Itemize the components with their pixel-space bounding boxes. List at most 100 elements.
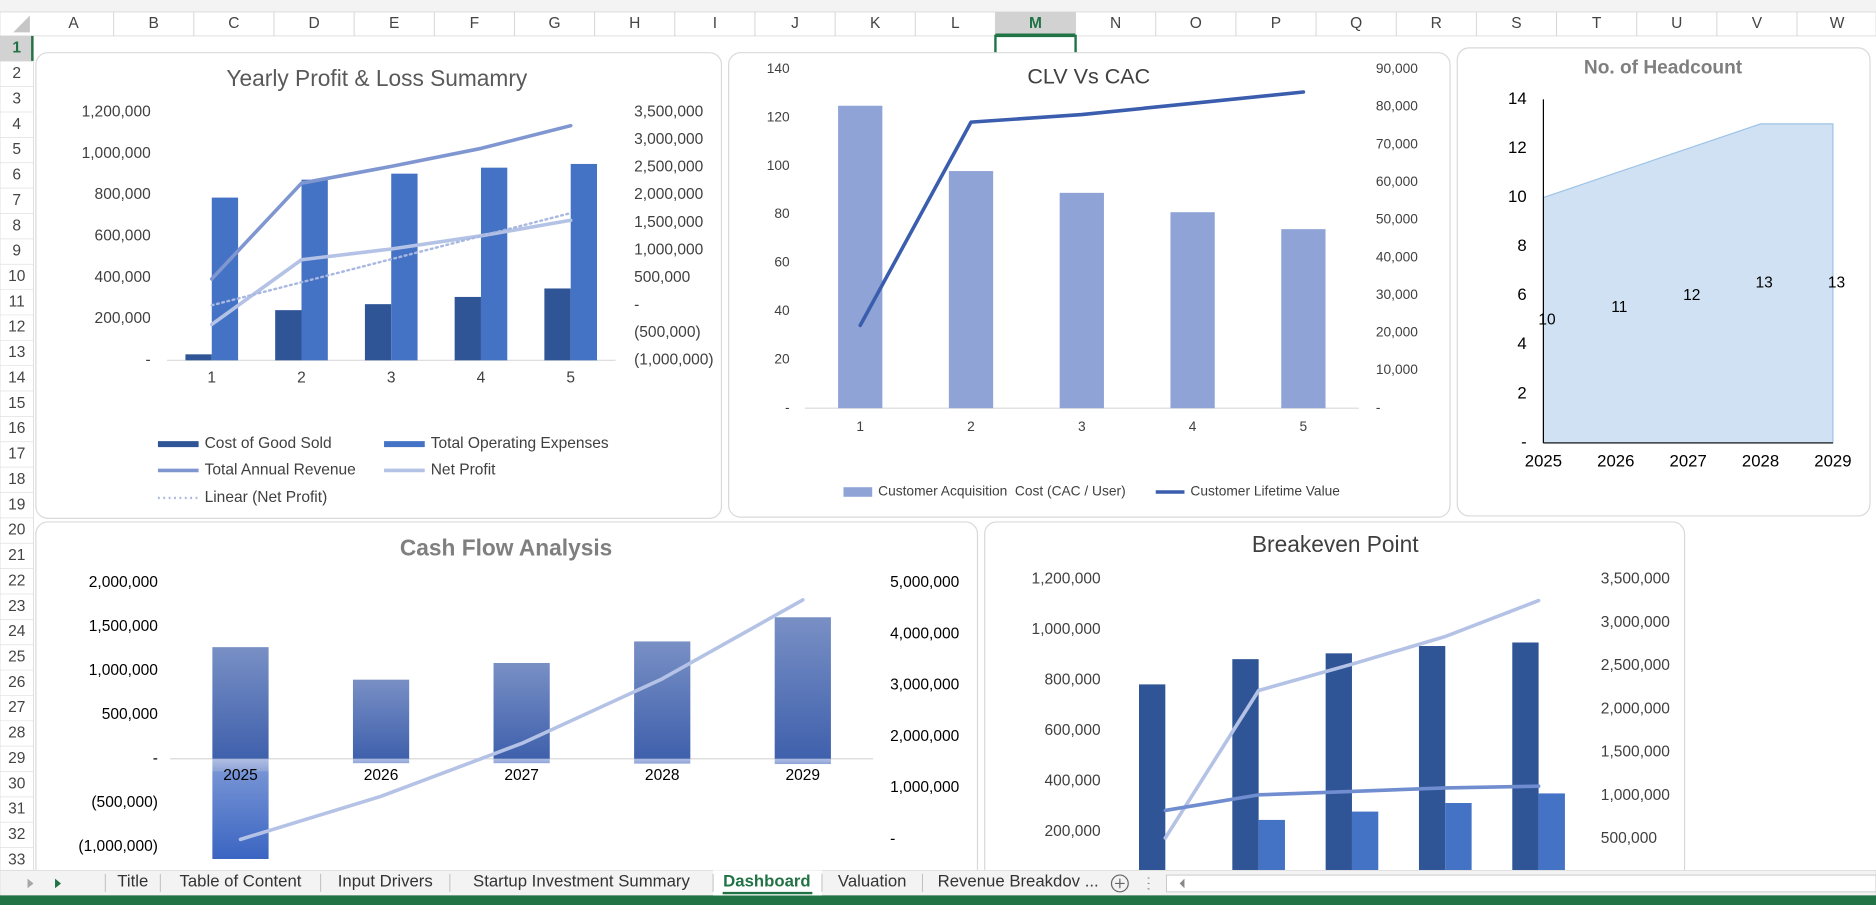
add-sheet-button[interactable] [1110,874,1129,893]
column-header[interactable]: K [870,15,881,32]
row-header[interactable]: 1 [12,40,21,57]
row-header[interactable]: 29 [8,750,25,767]
row-header[interactable]: 13 [8,344,25,361]
bar [352,758,410,764]
bar [391,173,418,361]
column-header[interactable]: N [1110,15,1121,32]
legend-swatch [157,441,199,448]
line-series [209,218,573,327]
scroll-left-button[interactable] [27,878,34,889]
y-tick-label: - [1521,432,1527,451]
scroll-right-button[interactable] [55,878,62,889]
column-header[interactable]: E [389,15,399,32]
row-header[interactable]: 16 [8,420,25,437]
sheet-tab[interactable]: Startup Investment Summary [473,872,690,891]
row-header[interactable]: 18 [8,471,25,488]
row-header[interactable]: 28 [8,725,25,742]
row-header[interactable]: 25 [8,648,25,665]
x-tick-label: 3 [1078,419,1086,434]
row-header[interactable]: 15 [8,395,25,412]
column-header[interactable]: R [1431,15,1442,32]
bar [1445,803,1472,883]
column-header[interactable]: P [1271,15,1281,32]
active-sheet-tab[interactable]: Dashboard [723,872,810,891]
sheet-tab[interactable]: Input Drivers [338,872,433,891]
column-header[interactable]: W [1830,15,1845,32]
y-tick-label: 10 [1508,187,1527,206]
row-header[interactable]: 4 [12,116,21,133]
data-label: 13 [1755,275,1772,292]
column-header[interactable]: T [1592,15,1602,32]
row-header[interactable]: 24 [8,623,26,640]
column-header[interactable]: G [548,15,560,32]
row-header[interactable]: 31 [8,801,25,818]
row-header[interactable]: 12 [8,319,25,336]
trend-line [210,211,572,307]
x-tick-label: 2029 [786,767,821,784]
y-tick-label: 6 [1517,285,1526,304]
bar [212,647,269,759]
row-header[interactable]: 21 [8,547,25,564]
row-header[interactable]: 10 [8,268,26,285]
sheet-tab[interactable]: Title [117,872,148,891]
y-tick-label: 200,000 [95,310,152,327]
column-header[interactable]: B [149,15,159,32]
row-header[interactable]: 11 [9,293,25,310]
column-header[interactable]: Q [1350,15,1362,32]
column-header[interactable]: M [1029,15,1042,32]
sheet-tab[interactable]: Revenue Breakdov ... [938,872,1099,891]
row-header[interactable]: 9 [12,243,21,260]
column-header[interactable]: F [470,15,479,32]
row-header[interactable]: 27 [8,699,25,716]
row-header[interactable]: 17 [8,446,25,463]
row-header[interactable]: 30 [8,775,26,792]
scrollbar-left-arrow[interactable] [1179,878,1185,889]
bar [301,179,328,361]
chart: CLV Vs CAC - 20 40 60 80 100 120 140 - 10,000 20,00… [728,52,1451,518]
y2-tick-label: 2,000,000 [1601,700,1670,717]
row-header[interactable]: 3 [12,90,21,107]
column-header[interactable]: U [1671,15,1682,32]
row-header[interactable]: 22 [8,572,25,589]
horizontal-scrollbar[interactable] [1166,874,1876,893]
y2-tick-label: 5,000,000 [890,574,959,591]
row-header[interactable]: 7 [12,192,21,209]
column-header[interactable]: L [951,15,960,32]
column-header[interactable]: S [1511,15,1521,32]
y2-tick-label: 2,500,000 [634,159,703,176]
row-header[interactable]: 6 [12,167,21,184]
bar [838,105,883,409]
row-header[interactable]: 23 [8,598,25,615]
column-header[interactable]: H [629,15,640,32]
column-header[interactable]: V [1752,15,1763,32]
column-header[interactable]: A [68,15,79,32]
chart: No. of Headcount - 2 4 6 8 10 12 14 2025 10 2026 11 2… [1456,47,1871,517]
chart-title: Yearly Profit & Loss Sumamry [226,65,527,91]
row-header[interactable]: 19 [8,496,25,513]
bar [1281,229,1326,409]
row-header[interactable]: 32 [8,826,25,843]
column-header[interactable]: I [713,15,717,32]
y-tick-label: 800,000 [1045,671,1102,688]
row-header[interactable]: 8 [12,217,21,234]
y-tick-label: 1,000,000 [89,662,158,679]
sheet-tab[interactable]: Valuation [838,872,907,891]
column-header[interactable]: J [791,15,799,32]
bar [275,310,302,361]
row-header[interactable]: 14 [8,369,26,386]
column-header[interactable]: O [1190,15,1202,32]
sheet-tab[interactable]: Table of Content [179,872,301,891]
y2-tick-label: - [634,296,639,313]
row-header[interactable]: 26 [8,674,25,691]
column-header[interactable]: C [228,15,239,32]
row-header[interactable]: 2 [12,65,21,82]
row-header[interactable]: 5 [12,141,21,158]
row-header[interactable]: 33 [8,851,25,868]
row-header[interactable]: 20 [8,522,26,539]
y-tick-label: (1,000,000) [78,838,158,855]
bar [454,296,481,361]
y2-tick-label: 2,000,000 [634,186,703,203]
y2-tick-label: 10,000 [1376,362,1418,377]
column-header[interactable]: D [308,15,319,32]
